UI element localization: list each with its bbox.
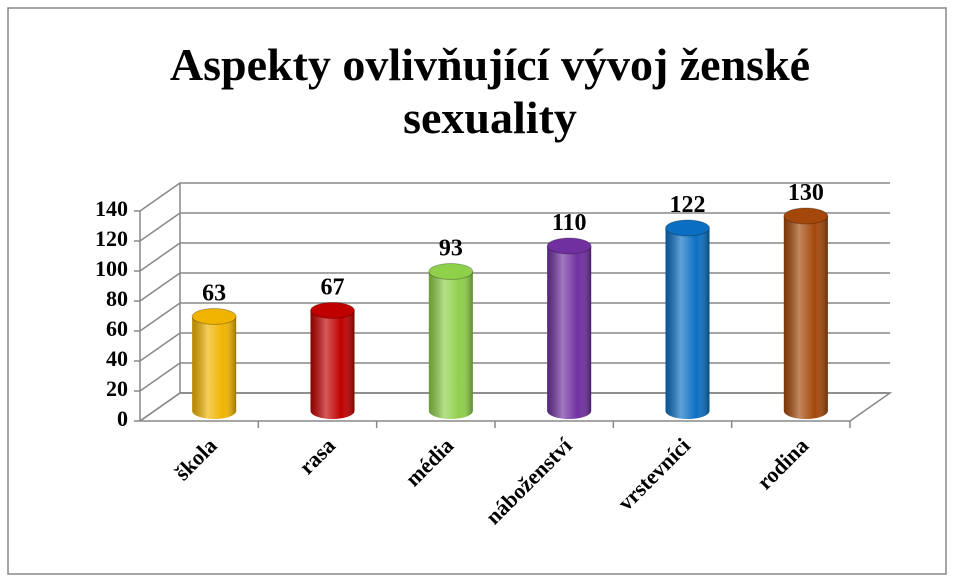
- data-label: 67: [321, 275, 345, 301]
- x-tick-label: náboženství: [480, 432, 577, 529]
- data-label: 93: [439, 236, 463, 262]
- grid-line: [139, 242, 890, 272]
- y-tick-label: 140: [95, 196, 128, 221]
- data-label: 110: [552, 210, 587, 236]
- y-tick-label: 0: [117, 406, 128, 431]
- bar-top: [191, 308, 237, 325]
- chart-title: sexuality: [403, 92, 577, 143]
- y-tick-label: 80: [106, 286, 128, 311]
- bar-body-shade: [192, 316, 237, 411]
- bar-body-shade: [783, 216, 828, 411]
- x-tick-label: rasa: [294, 433, 340, 479]
- grid-line: [139, 362, 890, 392]
- bar: [783, 207, 829, 419]
- bar-top: [428, 263, 474, 280]
- bar: [310, 302, 355, 419]
- bar-top: [546, 237, 592, 255]
- bar: [546, 237, 592, 419]
- x-tick-label: škola: [169, 433, 221, 485]
- grid-line: [139, 302, 890, 332]
- data-label: 63: [202, 281, 226, 307]
- y-tick-label: 20: [106, 376, 128, 401]
- data-label: 130: [788, 180, 824, 206]
- data-label: 122: [670, 192, 706, 218]
- bar-body-shade: [665, 228, 710, 411]
- bar-top: [783, 207, 829, 225]
- chart-title: Aspekty ovlivňující vývoj ženské: [170, 39, 810, 90]
- back-wall: [179, 183, 890, 394]
- x-tick-label: vrstevníci: [613, 433, 695, 515]
- x-tick-label: rodina: [752, 433, 813, 494]
- y-tick-label: 40: [106, 346, 128, 371]
- bar-body-shade: [428, 271, 473, 411]
- grid-line: [139, 212, 890, 242]
- y-tick-label: 120: [95, 226, 128, 251]
- y-tick-label: 100: [95, 256, 128, 281]
- grid-line: [139, 332, 890, 362]
- grid-line: [139, 182, 890, 212]
- bar: [428, 263, 474, 419]
- y-tick-label: 60: [106, 316, 128, 341]
- bar-body-shade: [547, 246, 592, 411]
- bar-body-shade: [310, 310, 355, 411]
- grid-line: [139, 272, 890, 302]
- bar-top: [310, 302, 355, 319]
- bar: [191, 308, 237, 419]
- bar: [665, 219, 710, 419]
- grid-line: [139, 392, 890, 422]
- chart-border: [7, 7, 947, 575]
- floor: [139, 392, 893, 422]
- bar-top: [665, 219, 710, 237]
- x-tick-label: média: [400, 433, 458, 491]
